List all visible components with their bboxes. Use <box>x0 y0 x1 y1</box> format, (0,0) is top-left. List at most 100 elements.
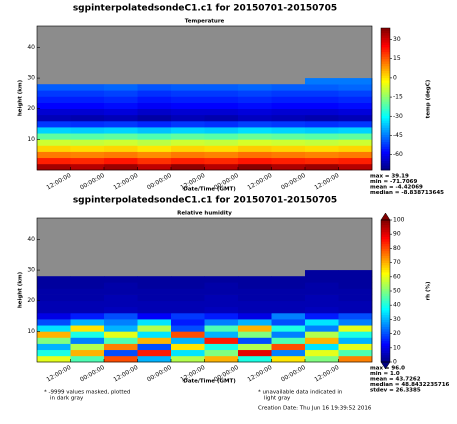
heatmap-cell <box>338 331 373 338</box>
heatmap-cell <box>238 355 272 363</box>
heatmap-cell <box>37 300 71 308</box>
colorbar-swatch <box>381 276 390 280</box>
heatmap-cell <box>305 133 339 140</box>
heatmap-cell <box>204 96 239 103</box>
heatmap-cell <box>104 145 138 152</box>
colorbar-swatch <box>381 236 390 240</box>
heatmap-cell <box>305 337 339 344</box>
colorbar-tick-label: -60 <box>393 151 403 158</box>
colorbar-swatch <box>381 46 390 50</box>
heatmap-cell <box>238 127 272 134</box>
colorbar-swatch <box>381 338 390 342</box>
heatmap-cell <box>338 133 373 140</box>
heatmap-cell <box>204 163 239 171</box>
stats-line: max = 96.0 <box>370 366 405 372</box>
x-axis-label: Date/Time (GMT) <box>183 187 236 193</box>
heatmap-cell <box>305 282 339 289</box>
heatmap-cell <box>305 343 339 351</box>
heatmap-cell <box>104 282 138 289</box>
heatmap-cell <box>70 300 105 308</box>
colorbar-swatch <box>381 317 390 320</box>
colorbar-swatch <box>381 352 390 356</box>
colorbar-swatch <box>381 30 390 34</box>
heatmap-cell <box>137 133 172 140</box>
heatmap-cell <box>104 114 138 122</box>
heatmap-cell <box>238 325 272 332</box>
heatmap-cell <box>204 133 239 140</box>
colorbar-swatch <box>381 39 390 43</box>
heatmap-cell <box>104 300 138 308</box>
stats-line: min = -71.7069 <box>370 179 417 185</box>
colorbar-swatch <box>381 49 390 53</box>
heatmap-cell <box>238 294 272 302</box>
colorbar-swatch <box>381 51 390 55</box>
heatmap-cell <box>204 312 239 320</box>
heatmap-cell <box>104 163 138 171</box>
heatmap-cell <box>70 349 105 357</box>
heatmap-cell <box>204 349 239 357</box>
heatmap-cell <box>137 90 172 97</box>
heatmap-cell <box>37 331 71 338</box>
heatmap-cell <box>37 294 71 302</box>
heatmap-cell <box>305 288 339 295</box>
heatmap-cell <box>104 306 138 314</box>
colorbar-swatch <box>381 267 390 271</box>
heatmap-cell <box>305 306 339 314</box>
colorbar-swatch <box>381 89 390 93</box>
x-tick-label: 12:00:00 <box>45 364 72 384</box>
heatmap-cell <box>204 331 239 338</box>
colorbar-swatch <box>381 91 390 95</box>
heatmap-cell <box>305 139 339 146</box>
heatmap-cell <box>37 145 71 152</box>
heatmap-cell <box>137 331 172 338</box>
heatmap-cell <box>70 84 105 91</box>
colorbar-tick-label: 30 <box>393 316 401 323</box>
colorbar-swatch <box>381 143 390 147</box>
heatmap-cell <box>37 139 71 146</box>
heatmap-cell <box>204 151 239 159</box>
heatmap-cell <box>104 343 138 351</box>
heatmap-cell <box>271 343 306 351</box>
heatmap-cell <box>171 145 205 152</box>
colorbar-swatch <box>381 314 390 318</box>
colorbar-swatch <box>381 80 390 83</box>
colorbar-swatch <box>381 340 390 344</box>
heatmap-cell <box>238 114 272 122</box>
colorbar-swatch <box>381 279 390 282</box>
heatmap-cell <box>37 96 71 103</box>
colorbar-swatch <box>381 309 390 313</box>
x-tick-label: 12:00:00 <box>112 172 139 192</box>
heatmap-cell <box>70 355 105 363</box>
colorbar-swatch <box>381 357 390 361</box>
colorbar-tick-label: -45 <box>393 132 403 139</box>
heatmap-cell <box>104 139 138 146</box>
colorbar-swatch <box>381 120 390 124</box>
x-tick-label: 00:00:00 <box>280 172 307 192</box>
heatmap-cell <box>137 96 172 103</box>
heatmap-cell <box>70 114 105 122</box>
heatmap-cell <box>305 319 339 326</box>
heatmap-cell <box>70 145 105 152</box>
footnote: in dark gray <box>50 396 84 402</box>
heatmap-cell <box>171 90 205 97</box>
chart-subtitle: Relative humidity <box>177 211 232 217</box>
heatmap-cell <box>37 114 71 122</box>
colorbar-swatch <box>381 110 390 114</box>
heatmap-cell <box>70 288 105 295</box>
heatmap-cell <box>305 163 339 171</box>
colorbar-swatch <box>381 243 390 247</box>
heatmap-cell <box>137 288 172 295</box>
y-tick-label: 30 <box>27 267 35 274</box>
heatmap-cell <box>204 282 239 289</box>
heatmap-cell <box>70 294 105 302</box>
colorbar-swatch <box>381 333 390 337</box>
heatmap-cell <box>204 139 239 146</box>
colorbar-swatch <box>381 229 390 233</box>
heatmap-cell <box>305 349 339 357</box>
heatmap-cell <box>70 139 105 146</box>
colorbar-extend-top <box>380 212 391 221</box>
heatmap-cell <box>271 355 306 363</box>
colorbar-swatch <box>381 335 390 339</box>
colorbar-swatch <box>381 283 390 287</box>
heatmap-cell <box>70 306 105 314</box>
